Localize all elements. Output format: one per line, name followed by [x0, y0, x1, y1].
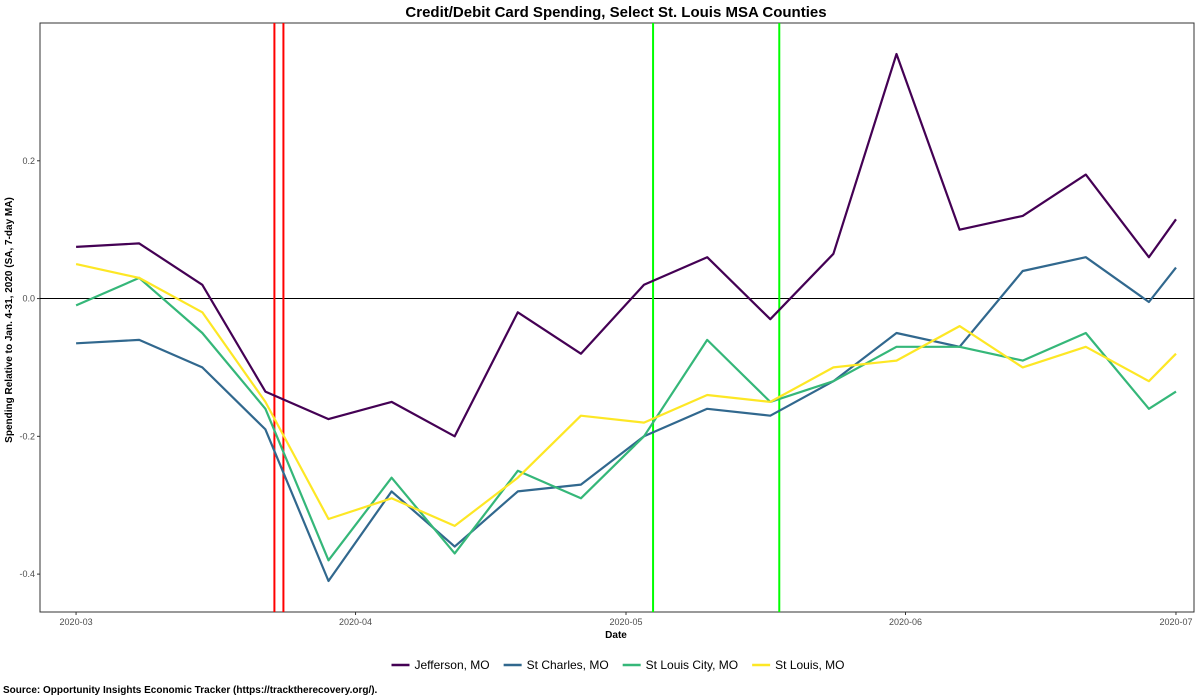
series-line-4 — [75, 263, 1177, 528]
y-tick-label-4: 0.2 — [22, 156, 35, 166]
legend-label-2: St Charles, MO — [527, 658, 609, 672]
y-tick-label-2: -0.2 — [19, 431, 35, 441]
source-note: Source: Opportunity Insights Economic Tr… — [3, 685, 378, 696]
series-line-3 — [75, 276, 1177, 562]
x-tick-label-4: 2020-06 — [889, 617, 922, 627]
legend: Jefferson, MO St Charles, MO St Louis City… — [391, 658, 845, 672]
x-tick-label-5: 2020-07 — [1159, 617, 1192, 627]
x-tick-label-1: 2020-03 — [60, 617, 93, 627]
series-line-1 — [76, 52, 1177, 438]
legend-label-1: Jefferson, MO — [415, 658, 490, 672]
x-tick-label-3: 2020-05 — [610, 617, 643, 627]
x-tick-label-2: 2020-04 — [339, 617, 372, 627]
y-tick-label-1: -0.4 — [19, 569, 35, 579]
legend-label-3: St Louis City, MO — [646, 658, 738, 672]
plot-border — [39, 22, 1195, 613]
chart-title: Credit/Debit Card Spending, Select St. L… — [405, 4, 826, 21]
y-axis-title: Spending Relative to Jan. 4-31, 2020 (SA… — [4, 197, 15, 443]
legend-label-4: St Louis, MO — [775, 658, 844, 672]
y-tick-label-3: 0.0 — [22, 294, 35, 304]
x-axis-title: Date — [605, 630, 627, 641]
x-axis: 2020-03 2020-04 2020-05 2020-06 2020-07 — [60, 612, 1192, 627]
plot-area — [39, 22, 1195, 613]
y-axis: -0.4 -0.2 0.0 0.2 — [19, 156, 40, 579]
